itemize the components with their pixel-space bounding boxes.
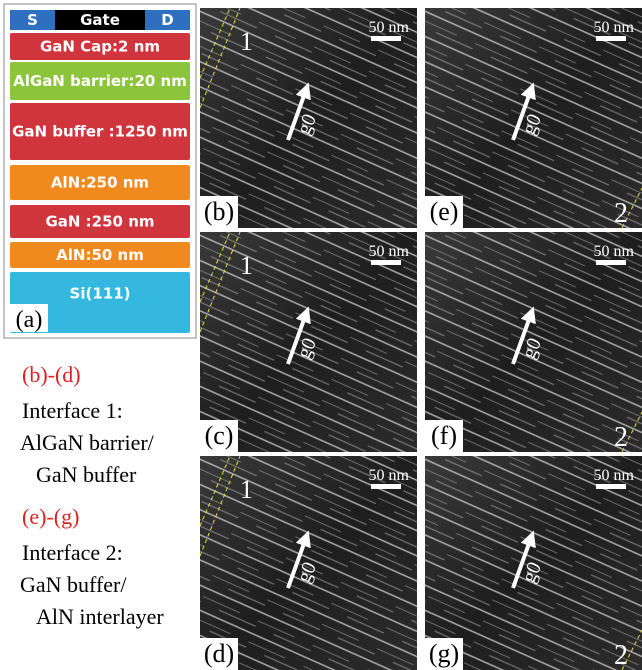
interface-number: 2 <box>614 640 628 670</box>
layer-label: AlN:250 nm <box>51 174 149 192</box>
panel-label: (f) <box>431 421 457 450</box>
interface-number: 1 <box>240 251 253 280</box>
layer-label: GaN buffer :1250 nm <box>12 123 188 141</box>
scale-label: 50 nm <box>594 467 635 484</box>
legend-line: GaN buffer/ <box>20 572 127 597</box>
scale-bar <box>371 36 401 41</box>
interface-number: 1 <box>240 27 253 56</box>
range: (e)-(g) <box>22 504 79 529</box>
contact-label: S <box>27 11 38 29</box>
scale-label: 50 nm <box>369 243 410 260</box>
panel-label: (g) <box>429 639 459 668</box>
panel-label: (a) <box>16 307 43 333</box>
scale-bar <box>371 484 401 489</box>
legend-line: Interface 1: <box>22 398 123 423</box>
legend: (b)-(d) Interface 1: AlGaN barrier/GaN buf… <box>20 362 164 629</box>
layer-label: GaN :250 nm <box>45 213 154 231</box>
panel-label: (e) <box>430 197 459 226</box>
contact-label: Gate <box>80 11 120 29</box>
scale-label: 50 nm <box>369 19 410 36</box>
legend-line: GaN buffer <box>36 462 137 487</box>
scale-bar <box>371 260 401 265</box>
layer-label: AlN:50 nm <box>56 246 144 264</box>
layer-label: GaN Cap:2 nm <box>40 38 160 56</box>
interface-number: 2 <box>614 422 628 453</box>
panel-label: (d) <box>204 639 234 668</box>
legend-line: Interface 2: <box>22 540 123 565</box>
interface-number: 2 <box>614 198 628 229</box>
layer-label: Si(111) <box>70 285 131 303</box>
contact-label: D <box>161 11 173 29</box>
interface-number: 1 <box>240 475 253 504</box>
scale-bar <box>596 484 626 489</box>
scale-label: 50 nm <box>594 19 635 36</box>
legend-line: AlN interlayer <box>36 604 164 629</box>
figure: S Gate DGaN Cap:2 nm AlGaN barrier:20 nm GaN… <box>0 0 642 670</box>
scale-label: 50 nm <box>594 243 635 260</box>
panel-label: (c) <box>205 421 234 450</box>
layer-label: AlGaN barrier:20 nm <box>13 72 187 90</box>
scale-bar <box>596 36 626 41</box>
range: (b)-(d) <box>22 362 81 387</box>
legend-line: AlGaN barrier/ <box>20 430 155 455</box>
scale-bar <box>596 260 626 265</box>
scale-label: 50 nm <box>369 467 410 484</box>
panel-label: (b) <box>204 197 234 226</box>
